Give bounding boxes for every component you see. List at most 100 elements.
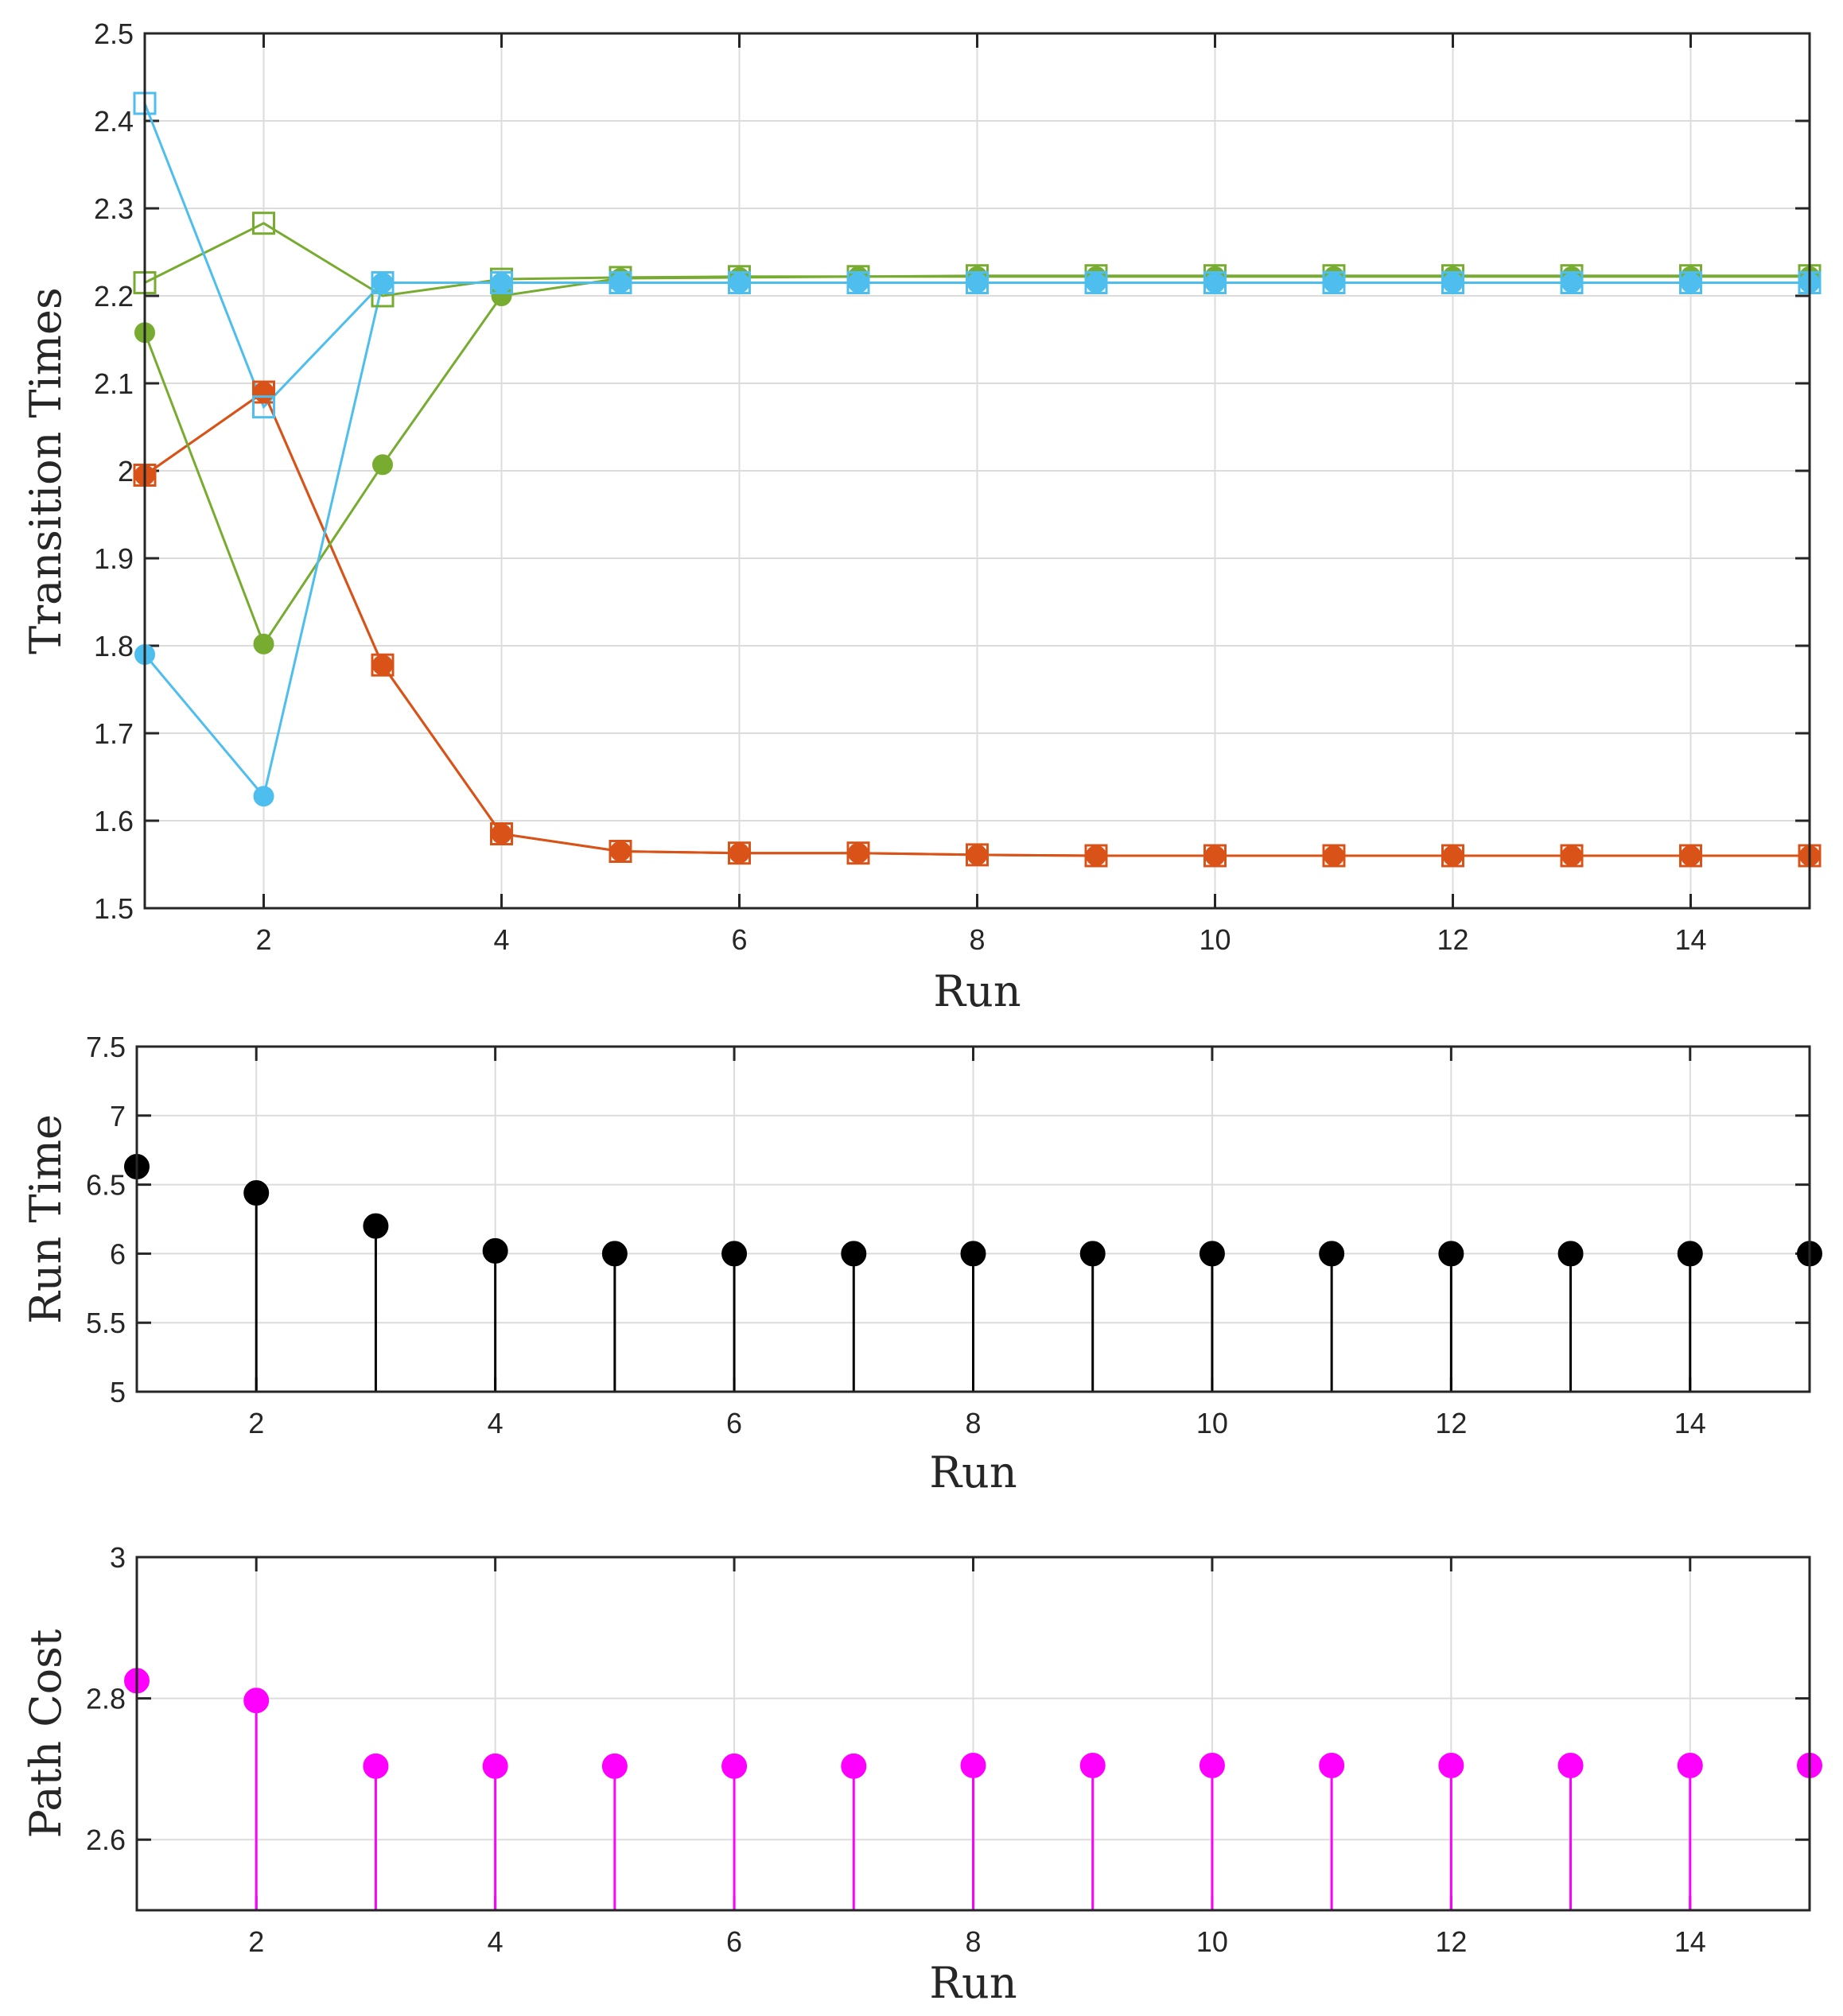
- x-tick-label: 8: [969, 923, 985, 956]
- point-run-time: [601, 1241, 628, 1267]
- y-tick-label: 1.8: [94, 630, 134, 662]
- x-axis-title: Run: [929, 1447, 1017, 1497]
- point-path-cost: [1677, 1752, 1703, 1778]
- point-cyan-circle: [253, 786, 274, 807]
- point-path-cost: [1199, 1752, 1225, 1778]
- point-orange-circle: [848, 842, 869, 864]
- point-path-cost: [1079, 1752, 1106, 1778]
- point-orange-square: [609, 840, 632, 863]
- run-time-panel: 2 4 6 8 10 12 14 5 5.5 6 6.5 7 7.5 Run Run Time: [21, 1031, 1822, 1497]
- point-path-cost: [960, 1752, 986, 1778]
- path-cost-panel: 2 4 6 8 10 12 14 2.6 2.8 3 Run Path Cost: [21, 1541, 1822, 2008]
- point-path-cost: [363, 1753, 389, 1779]
- point-run-time: [1677, 1241, 1703, 1267]
- point-orange-square: [1679, 844, 1702, 868]
- point-orange-square: [490, 822, 513, 845]
- point-cyan-square: [1322, 271, 1346, 294]
- y-tick-label: 1.7: [94, 717, 134, 750]
- y-tick-label: 2.2: [94, 280, 134, 313]
- point-path-cost: [841, 1753, 867, 1779]
- point-run-time: [363, 1213, 389, 1239]
- point-cyan-square: [252, 395, 275, 419]
- transition-times-panel: 2 4 6 8 10 12 14 1.5 1.6 1.7 1.8 1.9 2 2.1 2.2 2.3 2.4 2.…: [21, 17, 1822, 1016]
- x-tick-label: 6: [726, 1925, 742, 1958]
- point-run-time: [1199, 1241, 1225, 1267]
- axes-box: [135, 1556, 1811, 1912]
- y-tick-label: 2.1: [94, 367, 134, 400]
- y-tick-label: 2.3: [94, 192, 134, 225]
- axes-box: [135, 1045, 1811, 1393]
- x-tick-label: 14: [1674, 923, 1706, 956]
- x-tick-label: 14: [1674, 1925, 1706, 1958]
- point-orange-square: [1203, 844, 1227, 868]
- point-orange-square: [728, 841, 751, 865]
- point-cyan-circle: [729, 272, 750, 293]
- y-tick-label: 5: [110, 1376, 126, 1408]
- y-axis-title: Run Time: [21, 1114, 71, 1324]
- point-run-time: [721, 1241, 748, 1267]
- x-tick-label: 2: [248, 1407, 264, 1439]
- point-path-cost: [243, 1688, 270, 1714]
- y-axis-title: Transition Times: [21, 287, 71, 654]
- point-orange-square: [1322, 844, 1346, 868]
- point-orange-square: [966, 843, 989, 867]
- point-run-time: [1438, 1241, 1464, 1267]
- point-cyan-square: [490, 271, 513, 294]
- point-orange-circle: [491, 823, 512, 845]
- point-run-time: [1319, 1241, 1345, 1267]
- point-cyan-square: [371, 271, 395, 294]
- point-cyan-circle: [1442, 272, 1464, 293]
- point-orange-square: [1441, 844, 1464, 868]
- point-orange-circle: [966, 844, 988, 865]
- point-orange-circle: [729, 842, 750, 864]
- y-tick-label: 2.4: [94, 105, 134, 138]
- y-tick-label: 2.6: [86, 1824, 126, 1856]
- point-cyan-square: [1679, 271, 1702, 294]
- point-path-cost: [601, 1753, 628, 1779]
- point-orange-square: [846, 841, 870, 865]
- point-cyan-circle: [966, 272, 988, 293]
- x-tick-label: 4: [488, 1925, 504, 1958]
- y-tick-label: 7.5: [86, 1031, 126, 1063]
- x-tick-label: 2: [255, 923, 271, 956]
- y-axis-title: Path Cost: [21, 1629, 71, 1838]
- point-path-cost: [1319, 1752, 1345, 1778]
- x-tick-label: 12: [1437, 923, 1468, 956]
- x-tick-label: 12: [1435, 1925, 1467, 1958]
- point-cyan-circle: [1204, 272, 1226, 293]
- x-tick-label: 14: [1674, 1407, 1706, 1439]
- point-run-time: [1557, 1241, 1584, 1267]
- y-tick-label: 5.5: [86, 1307, 126, 1339]
- point-run-time: [1079, 1241, 1106, 1267]
- point-orange-circle: [610, 841, 631, 862]
- y-tick-label: 2: [118, 455, 134, 487]
- point-green-square: [252, 212, 275, 235]
- x-tick-label: 4: [488, 1407, 504, 1439]
- x-tick-label: 4: [493, 923, 509, 956]
- point-cyan-circle: [848, 272, 869, 293]
- point-cyan-square: [1441, 271, 1464, 294]
- point-cyan-square: [609, 271, 632, 294]
- y-tick-label: 6.5: [86, 1169, 126, 1202]
- point-orange-circle: [372, 655, 393, 676]
- x-tick-label: 2: [248, 1925, 264, 1958]
- point-orange-circle: [1204, 845, 1226, 866]
- point-cyan-circle: [491, 272, 512, 293]
- point-cyan-circle: [610, 272, 631, 293]
- y-tick-label: 1.6: [94, 805, 134, 837]
- point-cyan-square: [1084, 271, 1108, 294]
- y-tick-label: 6: [110, 1237, 126, 1270]
- y-tick-label: 2.8: [86, 1683, 126, 1715]
- x-tick-label: 8: [965, 1925, 981, 1958]
- point-cyan-square: [846, 271, 870, 294]
- point-green-circle: [253, 633, 274, 655]
- point-run-time: [960, 1241, 986, 1267]
- x-tick-label: 10: [1196, 1407, 1228, 1439]
- y-tick-label: 1.9: [94, 542, 134, 575]
- point-orange-circle: [253, 382, 274, 402]
- plot-area: [133, 91, 1822, 868]
- point-cyan-circle: [1324, 272, 1344, 293]
- point-orange-square: [1084, 844, 1108, 868]
- axes-box: [143, 32, 1811, 910]
